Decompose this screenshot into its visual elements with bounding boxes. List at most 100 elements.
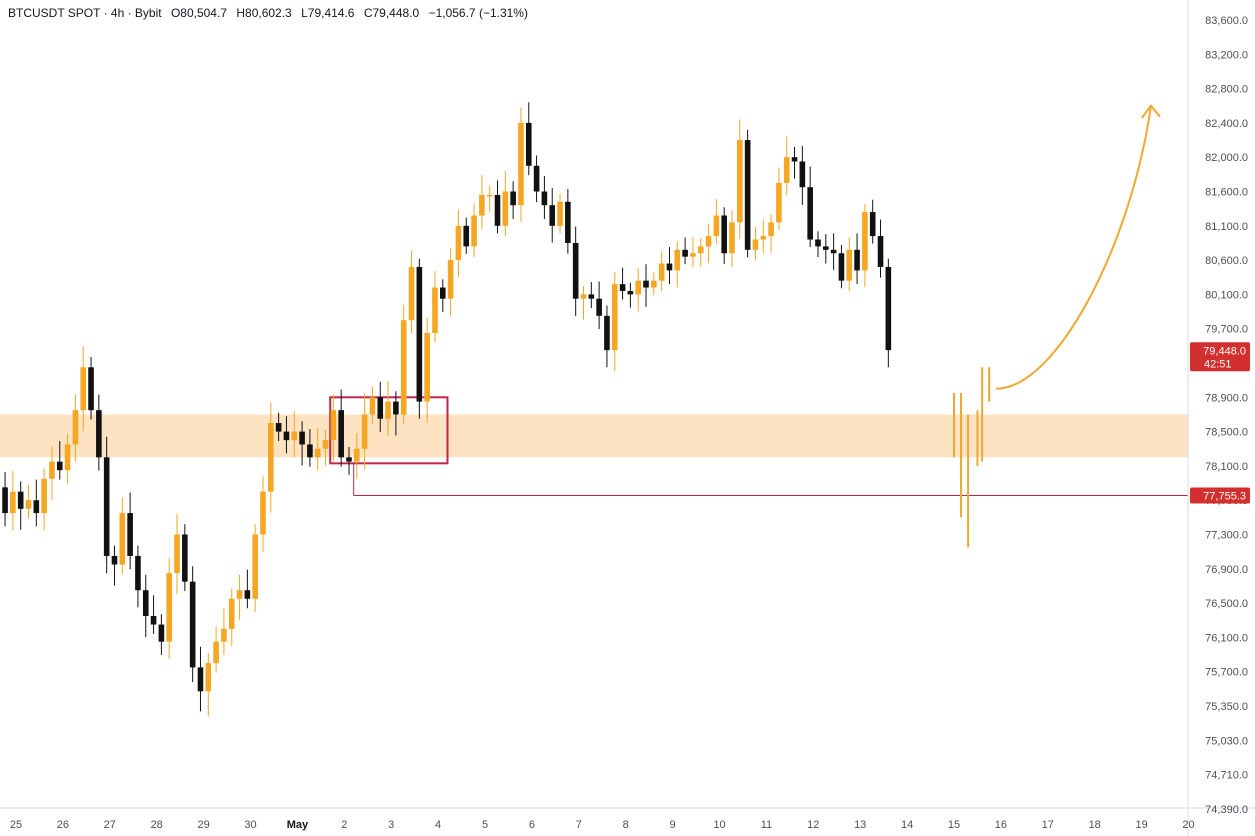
candle-body — [541, 191, 548, 206]
candle-body — [150, 615, 157, 625]
candles — [0, 102, 892, 717]
time-tick-label: 6 — [529, 819, 535, 831]
candle-body — [174, 534, 180, 574]
projection-arrow-line — [996, 105, 1152, 390]
candle-body — [823, 246, 829, 250]
price-tick-label: 76,500.0 — [1205, 598, 1248, 610]
time-tick-label: 20 — [1182, 819, 1194, 831]
candle-body — [439, 287, 446, 299]
candle-body — [510, 191, 516, 206]
candle-body — [666, 263, 673, 271]
price-tick-label: 78,100.0 — [1205, 461, 1248, 473]
high-value: 80,602.3 — [245, 6, 292, 20]
last-price-tag — [1190, 342, 1250, 372]
candle-body — [791, 157, 798, 162]
time-tick-label: 8 — [623, 819, 629, 831]
candle-body — [189, 581, 196, 668]
last-price-label: 79,448.0 — [1203, 345, 1246, 357]
candle-body — [330, 410, 337, 441]
countdown-label: 42:51 — [1204, 358, 1232, 370]
time-tick-label: 17 — [1042, 819, 1054, 831]
candle-body — [588, 294, 595, 299]
candle-body — [838, 253, 845, 281]
candle-body — [197, 667, 204, 692]
candle-body — [752, 239, 759, 250]
price-tick-label: 74,710.0 — [1205, 770, 1248, 782]
candle-body — [760, 236, 767, 240]
candle-body — [830, 249, 837, 254]
candle-body — [455, 225, 462, 261]
time-tick-label: 14 — [901, 819, 913, 831]
candle-body — [10, 491, 16, 514]
candle-body — [572, 242, 579, 299]
candle-body — [502, 191, 509, 226]
time-tick-label: 15 — [948, 819, 960, 831]
candle-body — [268, 423, 274, 492]
candle-body — [690, 253, 696, 257]
candle-body — [674, 249, 681, 271]
time-tick-label: 11 — [761, 819, 772, 831]
candle-body — [205, 663, 212, 692]
support-zone-band — [0, 414, 1188, 458]
time-tick-label: 25 — [10, 819, 22, 831]
candle-body — [56, 461, 63, 471]
candle-body — [2, 487, 8, 514]
symbol-legend: BTCUSDT SPOT · 4h · Bybit O80,504.7 H80,… — [8, 6, 528, 20]
price-tick-label: 82,400.0 — [1205, 118, 1248, 130]
time-tick-label: May — [287, 819, 309, 831]
candle-body — [494, 194, 501, 226]
candle-body — [103, 457, 110, 556]
candle-body — [651, 280, 657, 288]
time-tick-label: 13 — [854, 819, 866, 831]
candle-body — [869, 212, 876, 237]
candle-body — [604, 315, 610, 351]
candle-body — [393, 401, 399, 415]
price-tick-label: 81,600.0 — [1205, 187, 1248, 199]
candle-body — [41, 478, 47, 514]
candle-body — [627, 290, 634, 295]
candle-body — [697, 246, 704, 254]
time-tick-label: 19 — [1135, 819, 1147, 831]
candle-body — [619, 284, 626, 291]
candle-body — [580, 294, 587, 299]
candle-body — [862, 212, 868, 271]
candle-body — [354, 448, 360, 462]
candle-body — [111, 555, 118, 565]
time-tick-label: 7 — [576, 819, 582, 831]
close-label: C — [363, 6, 373, 20]
candle-body — [658, 263, 665, 281]
candle-body — [252, 534, 258, 599]
open-value: 80,504.7 — [180, 6, 227, 20]
price-axis[interactable]: 83,600.0 83,200.0 82,800.0 82,400.0 82,000.0… — [1205, 15, 1248, 816]
candle-body — [525, 122, 532, 166]
candle-body — [338, 410, 344, 458]
consolidation-box-outline — [329, 396, 449, 465]
candle-body — [744, 140, 751, 250]
price-tick-label: 79,700.0 — [1205, 324, 1248, 336]
support-zone — [0, 414, 1188, 458]
candle-body — [846, 249, 853, 281]
high-label: H — [236, 6, 246, 20]
price-tick-label: 82,800.0 — [1205, 84, 1248, 96]
candle-body — [96, 410, 102, 458]
candle-body — [471, 215, 477, 247]
price-tick-label: 81,100.0 — [1205, 221, 1248, 233]
candle-body — [228, 598, 235, 629]
candle-body — [25, 500, 32, 509]
change-value: −1,056.7 (−1.31%) — [428, 6, 528, 20]
level-price-tag — [1190, 487, 1250, 504]
price-tick-label: 75,700.0 — [1205, 667, 1248, 679]
candle-body — [88, 367, 94, 411]
time-tick-label: 26 — [57, 819, 69, 831]
price-tick-label: 75,030.0 — [1205, 735, 1248, 747]
candle-body — [72, 410, 79, 445]
time-tick-label: 29 — [197, 819, 209, 831]
candle-body — [596, 298, 602, 316]
candle-body — [236, 590, 243, 599]
candle-body — [127, 513, 133, 556]
candle-body — [142, 590, 149, 616]
time-axis[interactable]: 25 26 27 28 29 30 May 2 3 4 5 6 7 8 9 10 11 12 13 14 15 16 17 1… — [10, 819, 1195, 831]
time-tick-label: 4 — [435, 819, 441, 831]
candle-body — [776, 182, 782, 223]
